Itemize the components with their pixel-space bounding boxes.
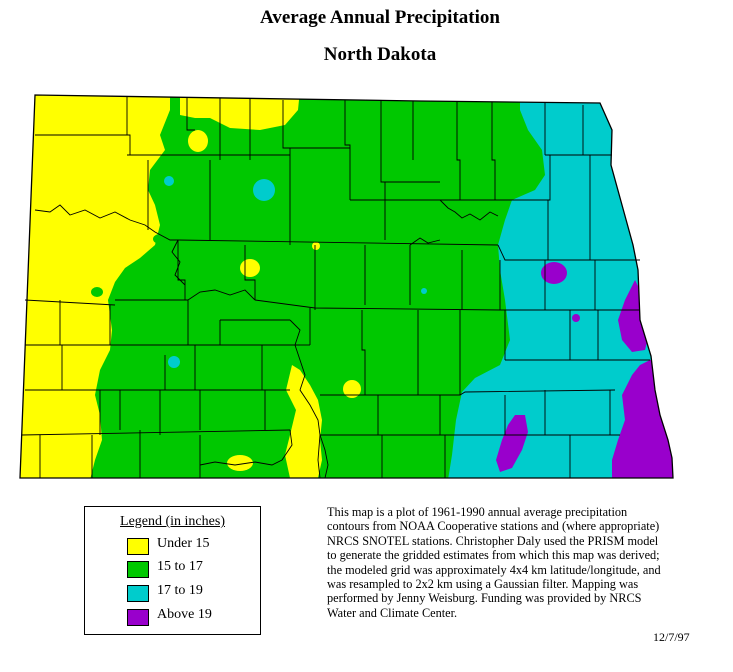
zone-under-15-spot-3 [343,380,361,398]
map-date: 12/7/97 [653,630,690,644]
legend-box: Legend (in inches) Under 15 15 to 17 17 … [84,506,261,635]
zone-above-19-dot [572,314,580,322]
zone-15-to-17-spot-1 [91,287,103,297]
zone-under-15-spot-5 [312,242,320,250]
legend-label: 17 to 19 [157,583,203,598]
legend-swatch-15-to-17 [127,561,149,578]
zone-17-to-19-spot-1 [253,179,275,201]
map-title: Average Annual Precipitation [260,7,500,28]
zone-17-to-19-spot-3 [168,356,180,368]
map-subtitle: North Dakota [323,44,437,65]
zone-under-15-spot-1 [188,130,208,152]
zone-17-to-19-spot-4 [421,288,427,294]
legend-label: Under 15 [157,536,210,551]
zone-under-15-central [285,365,322,478]
zone-under-15-north [180,95,300,130]
legend-swatch-above-19 [127,609,149,626]
zone-under-15-west [20,95,170,478]
legend-swatch-17-to-19 [127,585,149,602]
zone-15-to-17-spot-2 [153,234,167,244]
zone-17-to-19-spot-2 [164,176,174,186]
state-outline [19,94,674,479]
legend-title: Legend (in inches) [120,514,225,529]
legend-label: Above 19 [157,607,212,622]
precipitation-zones [20,95,673,478]
zone-above-19-spot [541,262,567,284]
legend-swatch-under-15 [127,538,149,555]
legend-label: 15 to 17 [157,559,203,574]
county-boundaries [21,96,650,479]
precipitation-map [19,94,674,479]
zone-under-15-spot-4 [227,455,253,471]
zone-above-19-southeast [496,415,528,472]
zone-under-15-spot-2 [240,259,260,277]
zone-above-19-east [612,360,673,478]
map-description-note: This map is a plot of 1961-1990 annual a… [327,505,661,620]
